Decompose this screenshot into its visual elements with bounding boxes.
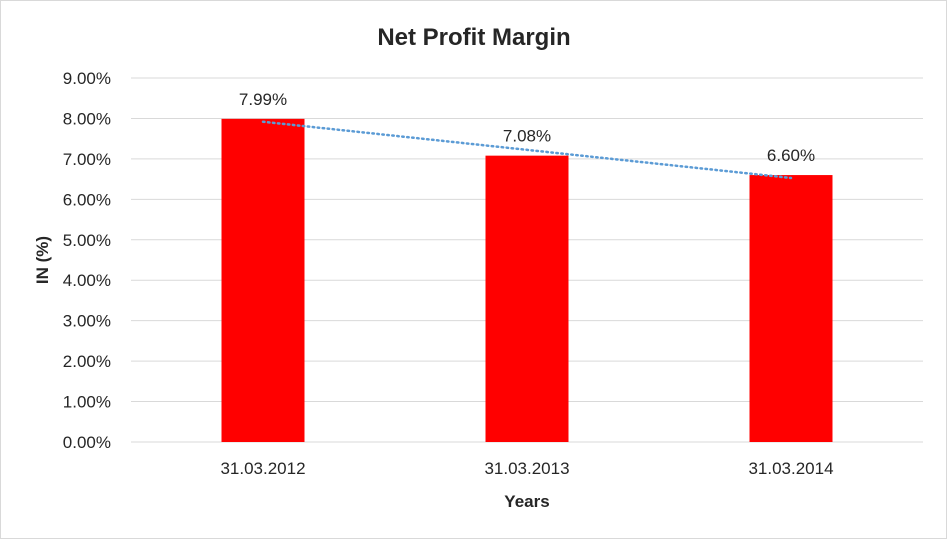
y-tick-label: 7.00% (63, 150, 111, 169)
bar (221, 118, 305, 443)
y-tick-label: 8.00% (63, 109, 111, 128)
chart-title: Net Profit Margin (377, 24, 570, 51)
x-axis-title: Years (504, 492, 549, 511)
y-tick-label: 1.00% (63, 393, 111, 412)
y-tick-label: 2.00% (63, 352, 111, 371)
y-axis-tick-labels: 0.00% 1.00% 2.00% 3.00% 4.00% 5.00% 6.00% 7.00%… (63, 69, 111, 452)
data-label: 6.60% (767, 146, 815, 165)
trendline-group (261, 120, 793, 180)
y-tick-label: 3.00% (63, 312, 111, 331)
bar (749, 175, 833, 443)
y-tick-label: 0.00% (63, 433, 111, 452)
y-axis-title: IN (%) (33, 236, 52, 284)
x-tick-label: 31.03.2013 (484, 459, 569, 478)
y-tick-label: 4.00% (63, 271, 111, 290)
data-label: 7.08% (503, 127, 551, 146)
x-tick-label: 31.03.2012 (220, 459, 305, 478)
bar (485, 155, 569, 443)
x-tick-label: 31.03.2014 (748, 459, 833, 478)
data-label: 7.99% (239, 90, 287, 109)
bars (221, 118, 833, 443)
y-tick-label: 6.00% (63, 190, 111, 209)
trendline (261, 120, 793, 180)
data-labels: 7.99% 7.08% 6.60% (239, 90, 815, 165)
x-axis-tick-labels: 31.03.2012 31.03.2013 31.03.2014 (220, 459, 833, 478)
y-tick-label: 9.00% (63, 69, 111, 88)
y-tick-label: 5.00% (63, 231, 111, 250)
